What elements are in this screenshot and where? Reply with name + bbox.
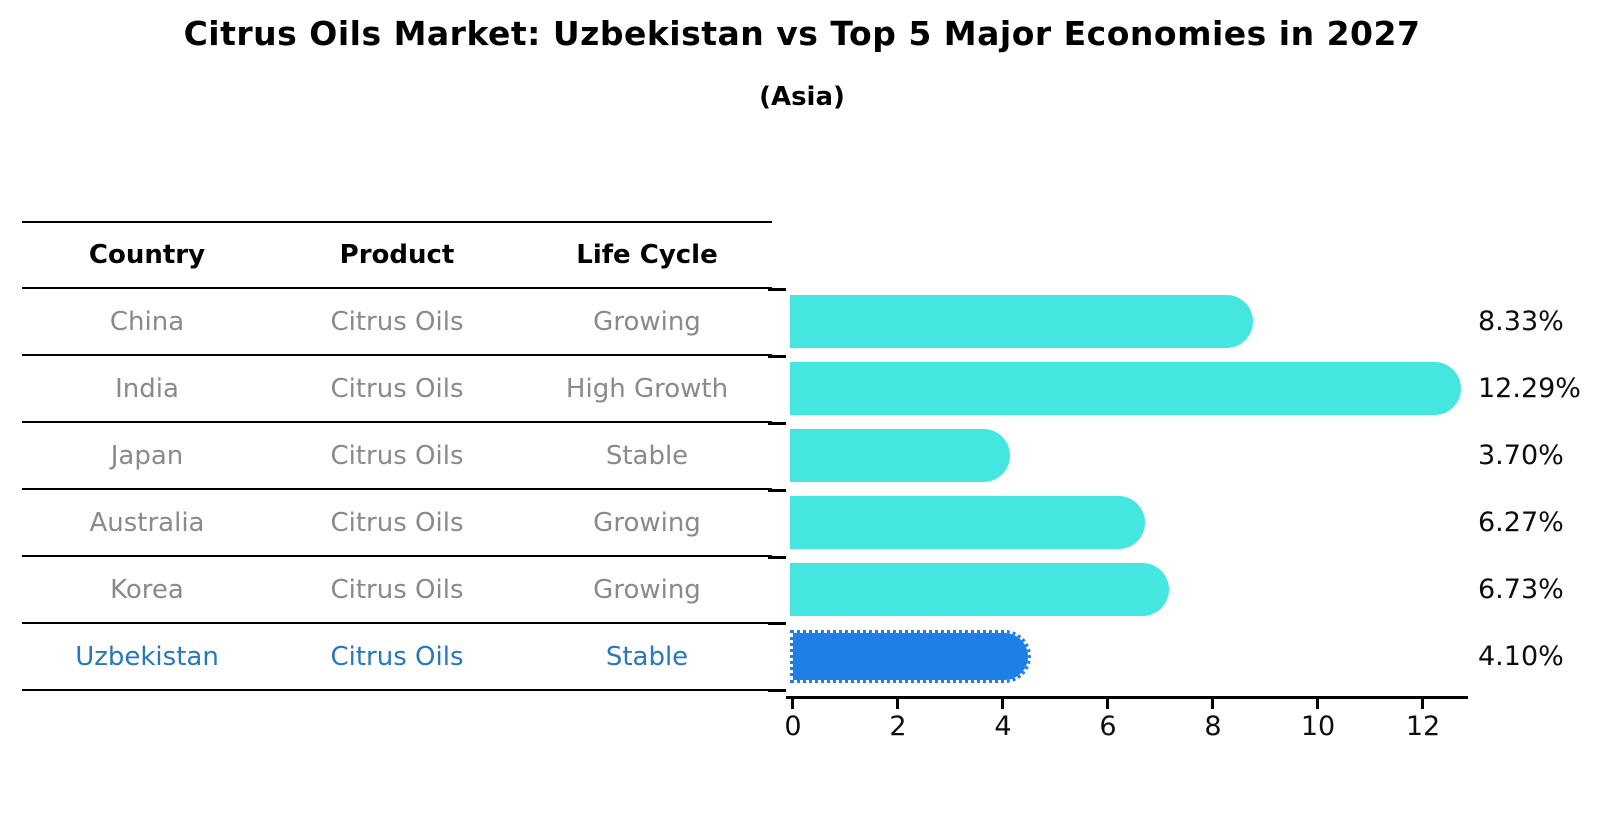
x-tick (1001, 699, 1004, 709)
y-tick (768, 288, 786, 291)
bar-uzbekistan (790, 630, 1032, 683)
cell-country: Australia (89, 507, 205, 538)
x-tick (896, 699, 899, 709)
table-rule (22, 354, 772, 356)
cell-country: Japan (110, 440, 184, 471)
chart-subtitle: (Asia) (759, 82, 845, 112)
cell-life-cycle: Stable (605, 440, 689, 471)
y-tick (768, 355, 786, 358)
table-rule-header (22, 287, 772, 289)
bar-china (790, 295, 1254, 348)
x-tick-label: 12 (1405, 711, 1441, 742)
y-tick (768, 422, 786, 425)
x-tick-label: 2 (889, 711, 907, 742)
bar-korea (790, 563, 1170, 616)
bar-japan (790, 429, 1011, 482)
cell-life-cycle: High Growth (565, 373, 729, 404)
cell-product: Citrus Oils (330, 440, 464, 471)
cell-country: China (109, 306, 185, 337)
table-row-india: India Citrus Oils High Growth (22, 356, 772, 421)
cell-product: Citrus Oils (330, 507, 464, 538)
table-row-uzbekistan: Uzbekistan Citrus Oils Stable (22, 624, 772, 689)
table-rule-bottom (22, 689, 772, 691)
bar-value-label: 12.29% (1478, 373, 1581, 404)
bar-india (790, 362, 1462, 415)
column-header-country: Country (88, 240, 206, 270)
cell-life-cycle: Growing (593, 574, 701, 605)
y-tick (768, 556, 786, 559)
x-tick (1106, 699, 1109, 709)
cell-country: Korea (110, 574, 184, 605)
cell-product: Citrus Oils (330, 574, 464, 605)
column-header-life-cycle: Life Cycle (576, 240, 718, 270)
y-tick (768, 622, 786, 625)
cell-country: India (115, 373, 179, 404)
table-row-japan: Japan Citrus Oils Stable (22, 423, 772, 488)
table-header-row: Country Product Life Cycle (22, 223, 772, 287)
cell-life-cycle: Stable (605, 641, 689, 672)
chart-title: Citrus Oils Market: Uzbekistan vs Top 5 … (183, 14, 1421, 53)
x-tick-label: 6 (1099, 711, 1117, 742)
cell-product: Citrus Oils (330, 306, 464, 337)
x-tick (1316, 699, 1319, 709)
cell-country: Uzbekistan (75, 641, 219, 672)
x-tick-label: 4 (994, 711, 1012, 742)
table-rule (22, 421, 772, 423)
x-axis-line (786, 696, 1468, 699)
x-tick-label: 10 (1300, 711, 1336, 742)
table-row-china: China Citrus Oils Growing (22, 289, 772, 354)
x-tick-label: 8 (1204, 711, 1222, 742)
cell-product: Citrus Oils (330, 373, 464, 404)
table-rule-top (22, 221, 772, 223)
table-rule (22, 622, 772, 624)
column-header-product: Product (339, 240, 455, 270)
y-tick (768, 689, 786, 692)
bar-value-label: 6.73% (1478, 574, 1564, 605)
bar-value-label: 3.70% (1478, 440, 1564, 471)
bar-value-label: 4.10% (1478, 641, 1564, 672)
bar-value-label: 6.27% (1478, 507, 1564, 538)
x-tick-label: 0 (784, 711, 802, 742)
x-tick (1211, 699, 1214, 709)
cell-life-cycle: Growing (593, 507, 701, 538)
y-tick (768, 489, 786, 492)
table-rule (22, 555, 772, 557)
bar-value-label: 8.33% (1478, 306, 1564, 337)
bar-australia (790, 496, 1146, 549)
x-tick (791, 699, 794, 709)
table-row-korea: Korea Citrus Oils Growing (22, 557, 772, 622)
table-rule (22, 488, 772, 490)
x-tick (1421, 699, 1424, 709)
table-row-australia: Australia Citrus Oils Growing (22, 490, 772, 555)
cell-life-cycle: Growing (593, 306, 701, 337)
cell-product: Citrus Oils (330, 641, 464, 672)
